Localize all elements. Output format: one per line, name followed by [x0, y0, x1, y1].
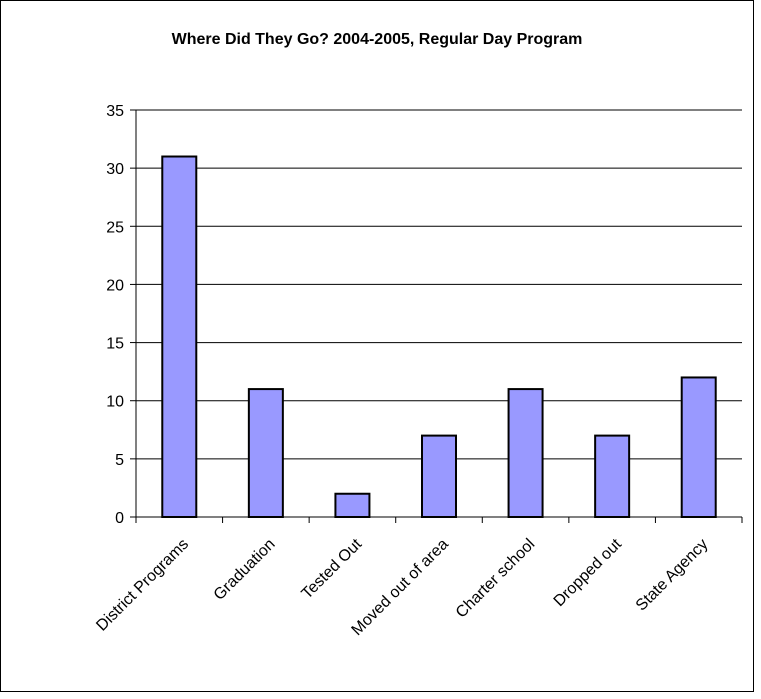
y-tick-label: 30: [106, 161, 124, 178]
x-tick-label: Charter school: [453, 536, 539, 622]
y-tick-label: 0: [115, 510, 124, 527]
bar-moved-out-of-area: [421, 434, 457, 519]
y-tick-label: 10: [106, 394, 124, 411]
x-tick-label: Tested Out: [299, 535, 366, 602]
x-tick-label: Moved out of area: [349, 536, 452, 639]
y-tick-label: 35: [106, 103, 124, 120]
x-tick-label: State Agency: [633, 536, 712, 615]
y-tick-label: 25: [106, 219, 124, 236]
bar-dropped-out: [594, 434, 631, 519]
x-tick-label: Dropped out: [551, 535, 626, 610]
bar-district-programs: [161, 155, 198, 518]
bar-graduation: [247, 388, 284, 519]
y-tick-label: 20: [106, 277, 124, 294]
x-tick-label: Graduation: [211, 536, 279, 604]
bar-tested-out: [334, 492, 371, 519]
y-tick-label: 15: [106, 336, 124, 353]
bar-charter-school: [507, 388, 544, 519]
chart-title: Where Did They Go? 2004-2005, Regular Da…: [171, 31, 583, 48]
y-tick-label: 5: [115, 452, 124, 469]
x-tick-label: District Programs: [93, 536, 192, 635]
bar-state-agency: [680, 376, 717, 519]
